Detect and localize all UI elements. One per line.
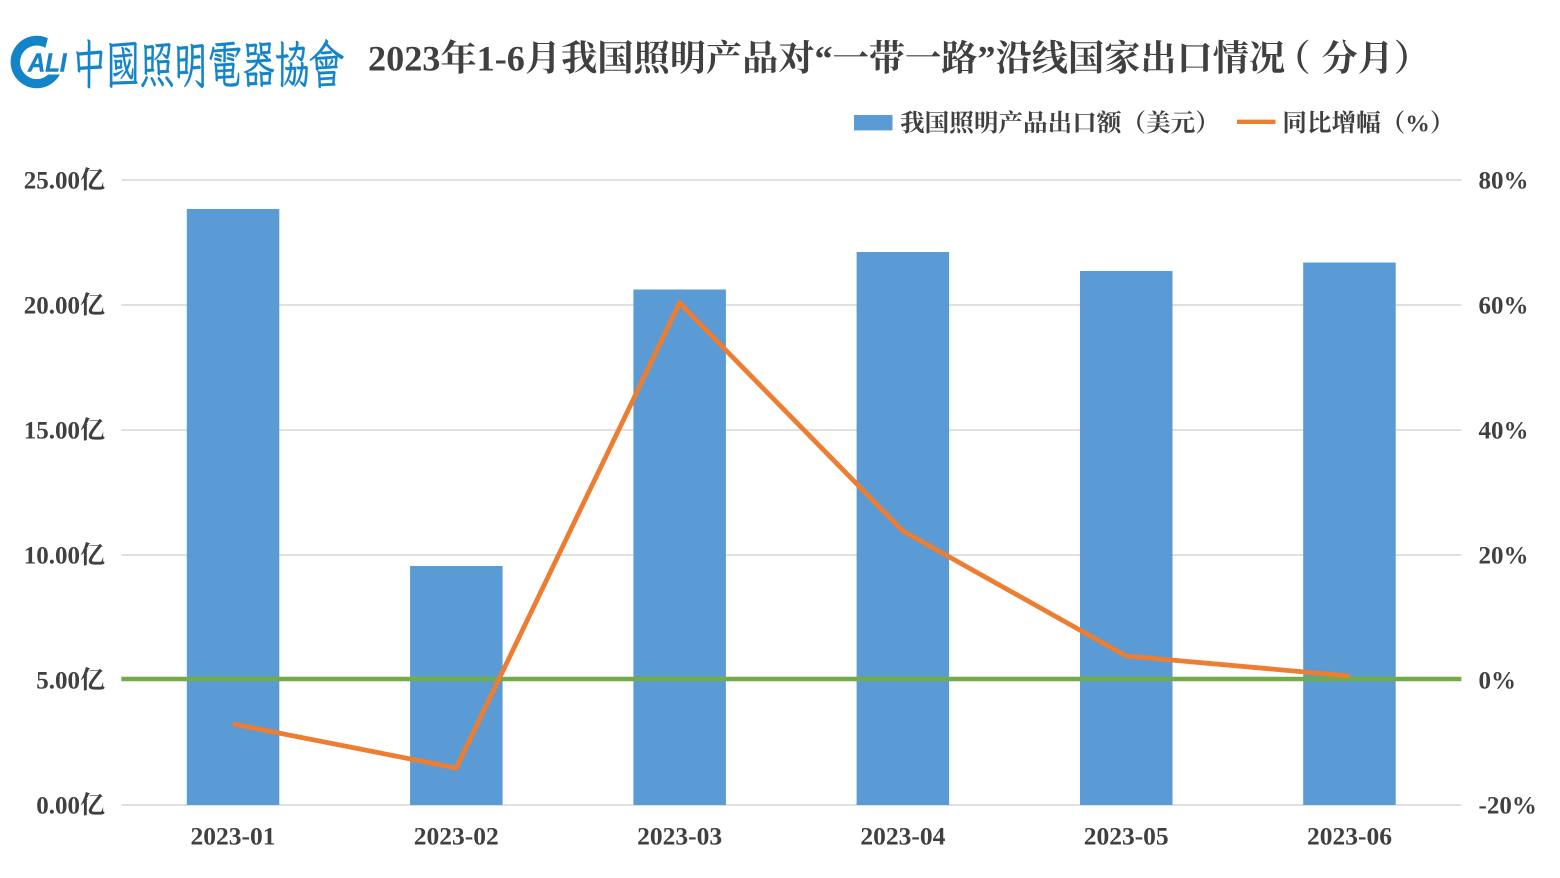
svg-text:60%: 60%: [1479, 292, 1529, 319]
svg-text:2023-02: 2023-02: [414, 822, 499, 851]
svg-text:0.00: 0.00: [36, 792, 80, 819]
svg-text:%: %: [1405, 110, 1430, 137]
svg-text:40%: 40%: [1479, 417, 1529, 444]
svg-text:25.00: 25.00: [24, 167, 80, 194]
svg-text:5.00: 5.00: [36, 667, 80, 694]
svg-text:20%: 20%: [1479, 542, 1529, 569]
svg-text:20.00: 20.00: [24, 292, 80, 319]
svg-text:2023-05: 2023-05: [1084, 822, 1169, 851]
svg-text:”: ”: [977, 39, 995, 79]
svg-text:2023-06: 2023-06: [1307, 822, 1392, 851]
svg-text:0%: 0%: [1479, 667, 1517, 694]
svg-text:10.00: 10.00: [24, 542, 80, 569]
svg-text:ALI: ALI: [27, 48, 67, 78]
svg-text:80%: 80%: [1479, 167, 1529, 194]
svg-text:2023-03: 2023-03: [637, 822, 722, 851]
svg-text:1-6: 1-6: [477, 39, 525, 79]
svg-text:“: “: [815, 39, 833, 79]
svg-text:2023-01: 2023-01: [191, 822, 276, 851]
svg-text:-20%: -20%: [1479, 792, 1537, 819]
svg-text:2023: 2023: [368, 39, 440, 79]
svg-text:2023-04: 2023-04: [860, 822, 945, 851]
svg-text:15.00: 15.00: [24, 417, 80, 444]
